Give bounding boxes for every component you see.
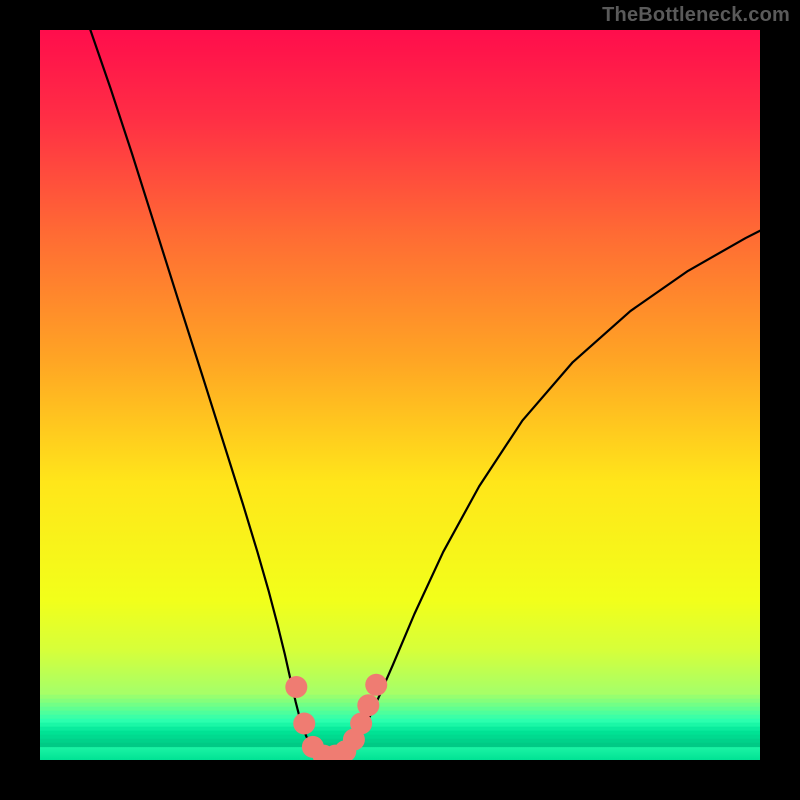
bottleneck-chart-svg (40, 30, 760, 760)
curve-marker (293, 713, 315, 735)
plot-area (40, 30, 760, 760)
curve-marker (285, 676, 307, 698)
watermark-text: TheBottleneck.com (602, 4, 790, 27)
curve-marker (365, 674, 387, 696)
green-band-strips (40, 691, 760, 748)
curve-marker (357, 694, 379, 716)
